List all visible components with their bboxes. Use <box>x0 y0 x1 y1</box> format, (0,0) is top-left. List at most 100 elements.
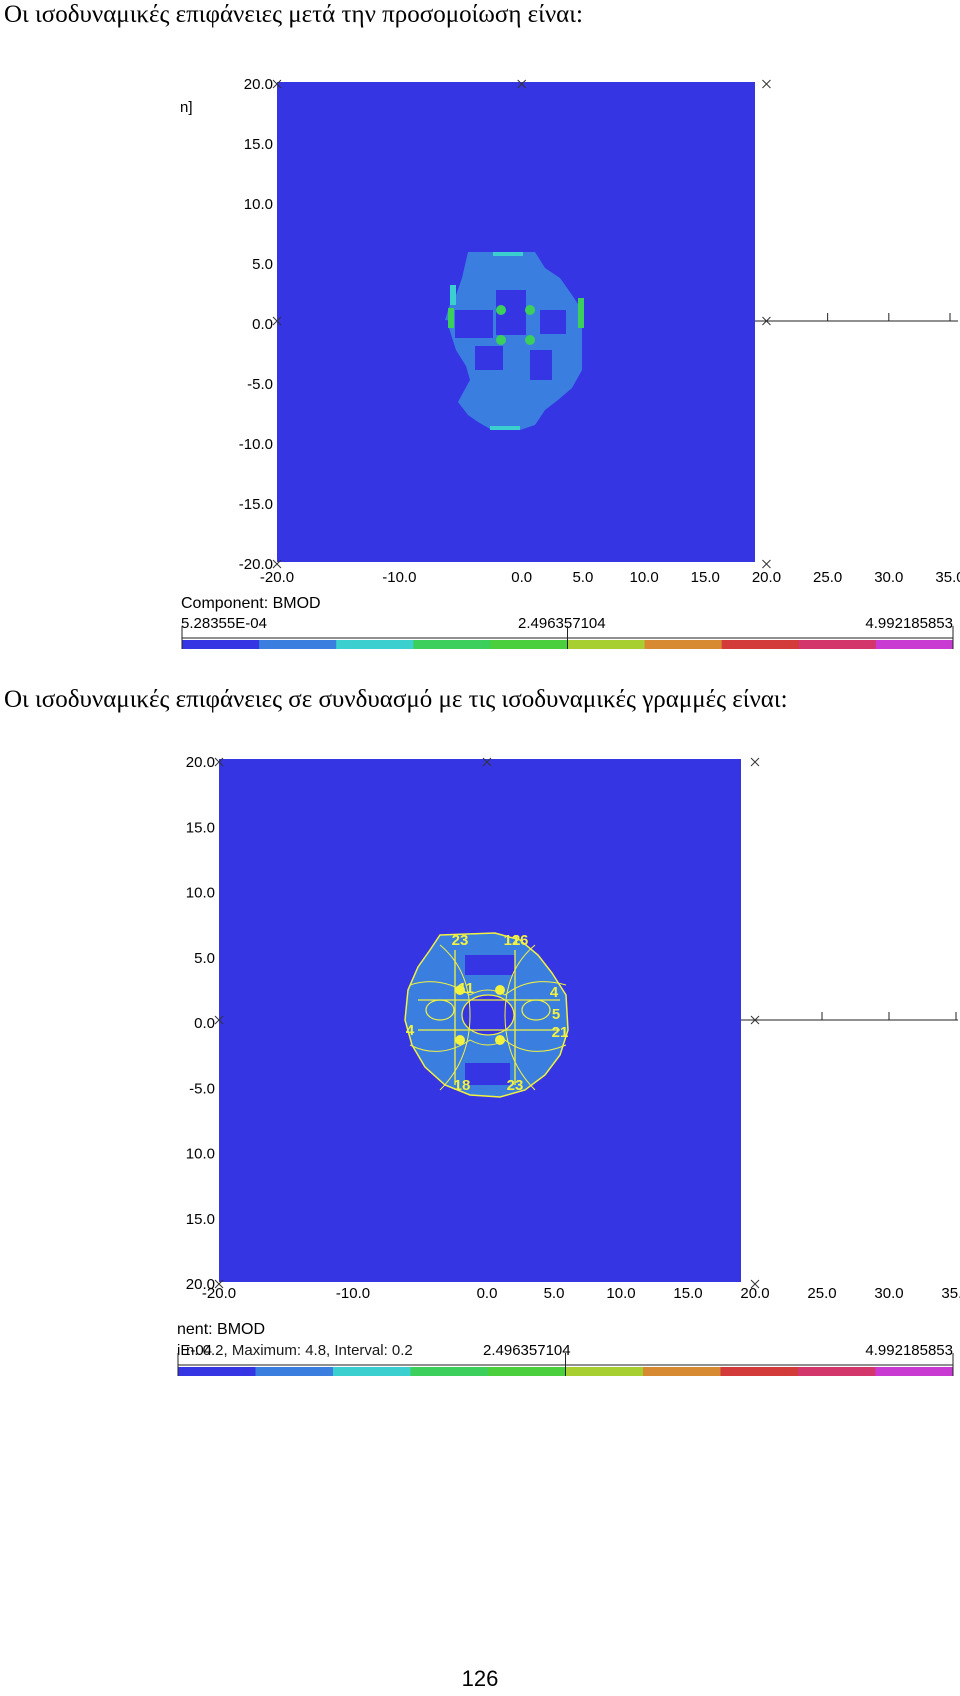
colorbar-segment <box>567 640 646 649</box>
x-tick-label: 20.0 <box>740 1285 769 1302</box>
x-tick-label: -20.0 <box>260 569 294 586</box>
x-tick-label: 30.0 <box>874 1285 903 1302</box>
caption-first-figure: Οι ισοδυναμικές επιφάνειες μετά την προσ… <box>4 1 583 28</box>
y-tick-label: 15.0 <box>186 1211 215 1228</box>
y-tick-label: 10.0 <box>244 196 273 213</box>
x-tick-label: 15.0 <box>691 569 720 586</box>
colorbar-segment <box>182 640 260 649</box>
colorbar-segment <box>336 640 414 649</box>
colorbar-segment <box>798 1367 876 1376</box>
corner-marker <box>214 757 224 767</box>
legend-stats: n: 0.2, Maximum: 4.8, Interval: 0.2 <box>186 1342 413 1359</box>
corner-marker <box>750 757 760 767</box>
y-tick-label: -20.0 <box>239 556 273 573</box>
x-tick-label: 20.0 <box>752 569 781 586</box>
y-tick-label: 5.0 <box>194 950 215 967</box>
x-tick-label: 25.0 <box>807 1285 836 1302</box>
corner-marker <box>214 1015 224 1025</box>
equipotential-surfaces-plot: -20.0 -10.0 0.0 5.0 10.0 15.0 20.0 25.0 30.0 35.0… <box>180 76 960 649</box>
x-tick-label: 35.0 <box>941 1285 960 1302</box>
axis-ticks <box>214 757 957 1289</box>
y-tick-label: 10.0 <box>186 1146 215 1163</box>
colorbar-segment <box>644 640 723 649</box>
page-number: 126 <box>461 1666 499 1691</box>
x-tick-label: 30.0 <box>874 569 903 586</box>
x-tick-label: 0.0 <box>511 569 532 586</box>
contour-label: 4 <box>406 1022 415 1039</box>
x-tick-label: 5.0 <box>572 569 593 586</box>
y-tick-label: -5.0 <box>247 376 273 393</box>
x-tick-label: 10.0 <box>606 1285 635 1302</box>
contour-label: 23 <box>452 932 469 949</box>
y-tick-label: 20.0 <box>186 754 215 771</box>
figure-equipotential-surfaces: -20.0 -10.0 0.0 5.0 10.0 15.0 20.0 25.0 30.0 35.0… <box>0 70 960 650</box>
colorbar-segment <box>721 640 800 649</box>
y-tick-label: 0.0 <box>252 316 273 333</box>
legend-max: 4.992185853 <box>865 615 953 632</box>
contour-label: 23 <box>507 1077 524 1094</box>
colorbar-segment <box>488 1367 566 1376</box>
y-tick-label: -5.0 <box>189 1080 215 1097</box>
legend-min: 5.28355E-04 <box>181 615 267 632</box>
figure-surfaces-with-contours: 23 12 16 11 4 5 21 4 18 23 -20.0 -10.0 0.0 5.0 10.0 15… <box>0 745 960 1385</box>
corner-marker <box>762 79 771 89</box>
colorbar-segment <box>798 640 877 649</box>
x-tick-label: 10.0 <box>629 569 658 586</box>
y-tick-label: 20.0 <box>244 76 273 93</box>
x-tick-label: 35.0 <box>935 569 960 586</box>
colorbar-segment <box>720 1367 799 1376</box>
corner-marker <box>762 559 771 569</box>
x-tick-label: 15.0 <box>673 1285 702 1302</box>
colorbar-segment <box>875 1367 954 1376</box>
colorbar-segment <box>259 640 337 649</box>
contour-label: 12 <box>504 932 521 949</box>
contour-label: 16 <box>512 932 529 949</box>
colorbar-segment <box>413 640 491 649</box>
legend-max: 4.992185853 <box>865 1342 953 1359</box>
y-axis-unit-fragment: n] <box>180 99 193 116</box>
x-tick-label: -10.0 <box>382 569 416 586</box>
colorbar-segment <box>178 1367 256 1376</box>
caption-second-figure: Οι ισοδυναμικές επιφάνειες σε συνδυασμό … <box>4 686 788 713</box>
colorbar-segment <box>643 1367 721 1376</box>
corner-marker <box>272 79 282 89</box>
legend-mid: 2.496357104 <box>483 1342 571 1359</box>
legend-component: nent: BMOD <box>177 1321 265 1338</box>
contour-label: 5 <box>552 1006 560 1023</box>
y-tick-label: 0.0 <box>194 1015 215 1032</box>
legend-component: Component: BMOD <box>181 595 321 612</box>
x-tick-labels: -20.0 -10.0 0.0 5.0 10.0 15.0 20.0 25.0 30.0 35.0 <box>260 569 960 586</box>
corner-marker <box>517 79 527 89</box>
y-tick-label: -15.0 <box>239 496 273 513</box>
corner-marker <box>482 757 492 767</box>
central-region <box>404 932 569 1098</box>
contour-label: 21 <box>552 1024 569 1041</box>
colorbar <box>181 626 954 649</box>
contour-label: 4 <box>550 984 559 1001</box>
x-tick-label: -20.0 <box>202 1285 236 1302</box>
legend-min: iE-04 <box>177 1342 212 1359</box>
y-tick-labels: 20.0 15.0 10.0 5.0 0.0 -5.0 10.0 15.0 20.0 <box>186 754 215 1293</box>
x-tick-label: -10.0 <box>336 1285 370 1302</box>
corner-marker <box>750 1279 760 1289</box>
y-tick-label: 15.0 <box>186 819 215 836</box>
colorbar-segment <box>410 1367 489 1376</box>
corner-marker <box>762 316 771 326</box>
colorbar-segment <box>565 1367 644 1376</box>
y-tick-labels: 20.0 15.0 10.0 5.0 0.0 -5.0 -10.0 -15.0 -20.0 <box>239 76 273 573</box>
y-tick-label: 20.0 <box>186 1276 215 1293</box>
y-tick-label: 5.0 <box>252 256 273 273</box>
legend-mid: 2.496357104 <box>518 615 606 632</box>
y-tick-label: -10.0 <box>239 436 273 453</box>
axis-ticks <box>272 79 951 569</box>
contour-label: 18 <box>454 1077 471 1094</box>
x-tick-label: 25.0 <box>813 569 842 586</box>
colorbar-segment <box>255 1367 334 1376</box>
colorbar-segment <box>490 640 568 649</box>
colorbar <box>177 1353 954 1376</box>
contour-label: 11 <box>458 980 474 997</box>
y-tick-label: 15.0 <box>244 136 273 153</box>
colorbar-segment <box>875 640 954 649</box>
